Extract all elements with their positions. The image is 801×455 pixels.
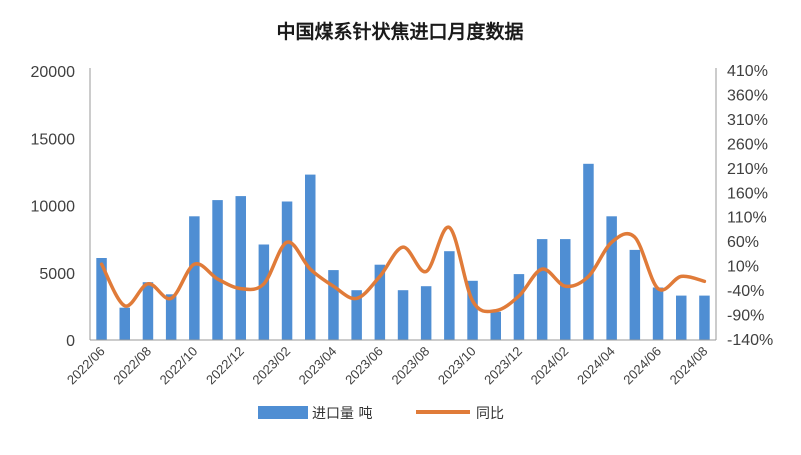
left-tick-label: 20000 [31,64,76,81]
yoy-point-2024-05 [633,236,637,239]
yoy-point-2022-09 [169,297,173,300]
yoy-point-2023-12 [517,294,521,298]
x-tick-label: 2022/06 [64,344,108,388]
x-tick-label: 2023/08 [388,344,432,388]
right-tick-label: 110% [727,210,767,227]
yoy-point-2023-03 [309,267,312,271]
yoy-point-2024-01 [540,267,544,271]
left-tick-label: 10000 [31,199,76,216]
right-tick-label: -140% [727,332,773,349]
yoy-point-2022-10 [193,263,196,266]
right-tick-label: 360% [727,88,768,105]
yoy-point-2022-06 [100,263,103,266]
x-tick-label: 2024/06 [620,344,664,388]
x-tick-label: 2024/02 [528,344,572,388]
yoy-point-2023-02 [285,241,289,244]
yoy-point-2023-08 [425,270,428,273]
yoy-point-2023-06 [378,275,381,278]
bar-2024-07 [676,295,687,340]
x-tick-label: 2023/10 [435,344,479,388]
legend-bar-label: 进口量 吨 [312,406,372,422]
right-tick-label: 60% [727,234,759,251]
right-tick-label: 10% [727,259,759,276]
legend-line-label: 同比 [476,406,504,422]
legend-bar-swatch [258,406,308,419]
x-tick-label: 2024/04 [574,344,618,388]
bar-2022-10 [189,216,200,340]
yoy-point-2023-09 [448,226,451,229]
bar-2023-08 [420,286,432,340]
yoy-point-2022-08 [146,282,150,285]
bar-2024-08 [699,295,710,340]
bar-2024-02 [560,239,571,340]
yoy-point-2023-11 [494,309,497,312]
bar-2023-05 [351,290,362,340]
bar-group [96,163,710,340]
yoy-point-2022-07 [123,304,127,307]
yoy-point-2023-04 [332,285,335,288]
right-tick-label: 210% [727,161,768,178]
bar-2024-04 [606,216,617,340]
bar-2024-06 [652,287,664,340]
x-tick-label: 2024/08 [667,344,711,388]
bar-2024-01 [536,239,548,340]
bar-2023-04 [328,270,339,340]
bar-2023-01 [258,244,270,340]
yoy-point-2024-03 [587,275,590,278]
left-tick-label: 0 [66,333,75,350]
bar-2023-09 [444,251,455,340]
right-tick-label: 160% [727,185,768,202]
bar-2024-05 [629,249,641,340]
right-tick-label: 310% [727,112,768,129]
yoy-point-2024-06 [656,287,660,290]
bar-2022-09 [165,294,177,340]
right-axis-ticks: 410% 360% 310% 260% 210% 160% 110% 60% 10% -40% -9… [727,63,773,349]
bar-2022-07 [119,307,130,340]
bar-2022-11 [212,200,223,340]
x-tick-label: 2023/02 [249,344,293,388]
yoy-point-2024-07 [680,275,683,278]
bar-2023-02 [281,201,293,340]
right-tick-label: 410% [727,63,768,80]
bar-2023-11 [490,311,501,340]
line-group [99,225,707,314]
bar-2023-03 [305,174,316,340]
yoy-point-2024-04 [610,241,613,244]
yoy-point-2022-11 [216,277,219,281]
yoy-point-2023-05 [355,297,358,300]
x-tick-label: 2022/12 [203,344,247,388]
bar-2023-07 [397,290,409,340]
legend: 进口量 吨 同比 [258,406,504,422]
yoy-point-2022-12 [239,287,242,290]
x-tick-label: 2023/04 [296,344,340,388]
left-axis-ticks: 20000 15000 10000 5000 0 [31,64,76,350]
bar-2022-06 [96,258,107,340]
yoy-point-2024-02 [564,285,567,288]
x-tick-label: 2022/08 [110,344,154,388]
bar-2023-12 [513,274,525,340]
right-tick-label: -90% [727,308,764,325]
yoy-point-2024-08 [703,280,706,283]
chart-title: 中国煤系针状焦进口月度数据 [276,20,523,43]
yoy-point-2023-01 [262,282,266,285]
bar-2023-10 [467,280,478,340]
left-tick-label: 5000 [39,266,75,283]
left-tick-label: 15000 [31,131,76,148]
yoy-point-2023-07 [401,245,405,249]
bar-2023-06 [374,264,386,340]
x-tick-label: 2022/10 [157,344,201,388]
x-tick-label: 2023/12 [481,344,525,388]
bar-2024-03 [583,163,594,340]
yoy-point-2023-10 [471,299,474,303]
x-tick-label: 2023/06 [342,344,386,388]
right-tick-label: -40% [727,283,764,300]
x-axis-ticks: 2022/06 2022/08 2022/10 2022/12 2023/02 2023/… [64,344,711,388]
bar-2022-12 [235,196,246,340]
bar-2022-08 [142,282,154,340]
right-tick-label: 260% [727,136,768,153]
